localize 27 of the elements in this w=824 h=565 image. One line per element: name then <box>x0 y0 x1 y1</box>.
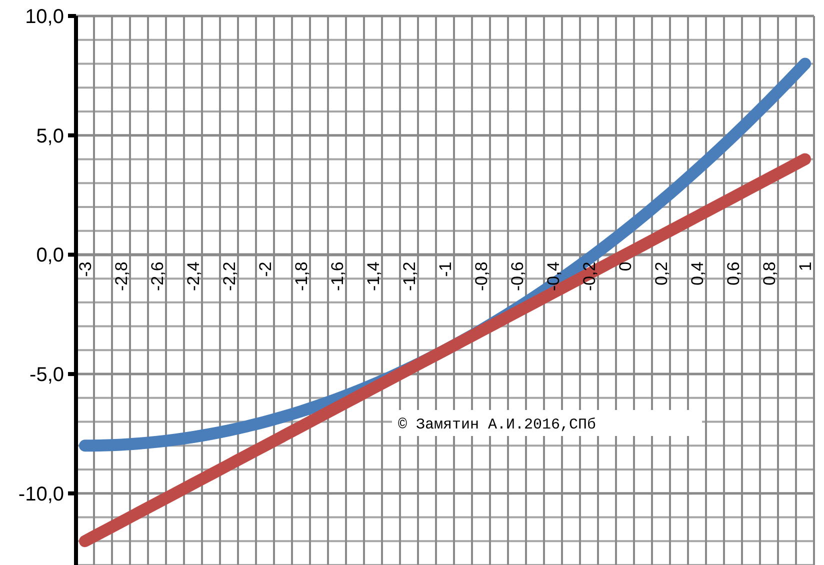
x-tick-label: -0,4 <box>544 262 563 291</box>
x-tick-label: -2 <box>256 262 275 277</box>
x-tick-label: -2,2 <box>220 262 239 291</box>
x-tick-label: -2,8 <box>112 262 131 291</box>
y-tick-label: 10,0 <box>25 6 64 28</box>
x-tick-label: -0,6 <box>508 262 527 291</box>
x-tick-label: 0 <box>616 262 635 272</box>
x-tick-label: -1,6 <box>328 262 347 291</box>
x-tick-label: 0,8 <box>760 262 779 286</box>
y-tick-label: 5,0 <box>36 125 64 148</box>
x-tick-label: -0,8 <box>472 262 491 291</box>
x-tick-label: -1 <box>436 262 455 277</box>
x-tick-label: 0,4 <box>688 262 707 286</box>
x-tick-label: -2,4 <box>184 262 203 291</box>
x-tick-label: 0,6 <box>724 262 743 286</box>
y-tick-label: 0,0 <box>36 244 64 267</box>
annotation: © Замятин А.И.2016,СПб <box>398 416 596 434</box>
x-tick-label: 1 <box>796 262 815 272</box>
x-tick-label: -2,6 <box>148 262 167 291</box>
y-tick-label: -5,0 <box>30 364 64 386</box>
y-tick-label: -10,0 <box>18 483 64 506</box>
x-tick-label: -1,2 <box>400 262 419 291</box>
x-tick-label: -3 <box>76 262 95 277</box>
x-tick-label: 0,2 <box>652 262 671 286</box>
x-tick-label: -1,8 <box>292 262 311 291</box>
x-tick-label: -0,2 <box>580 262 599 291</box>
x-tick-label: -1,4 <box>364 262 383 291</box>
